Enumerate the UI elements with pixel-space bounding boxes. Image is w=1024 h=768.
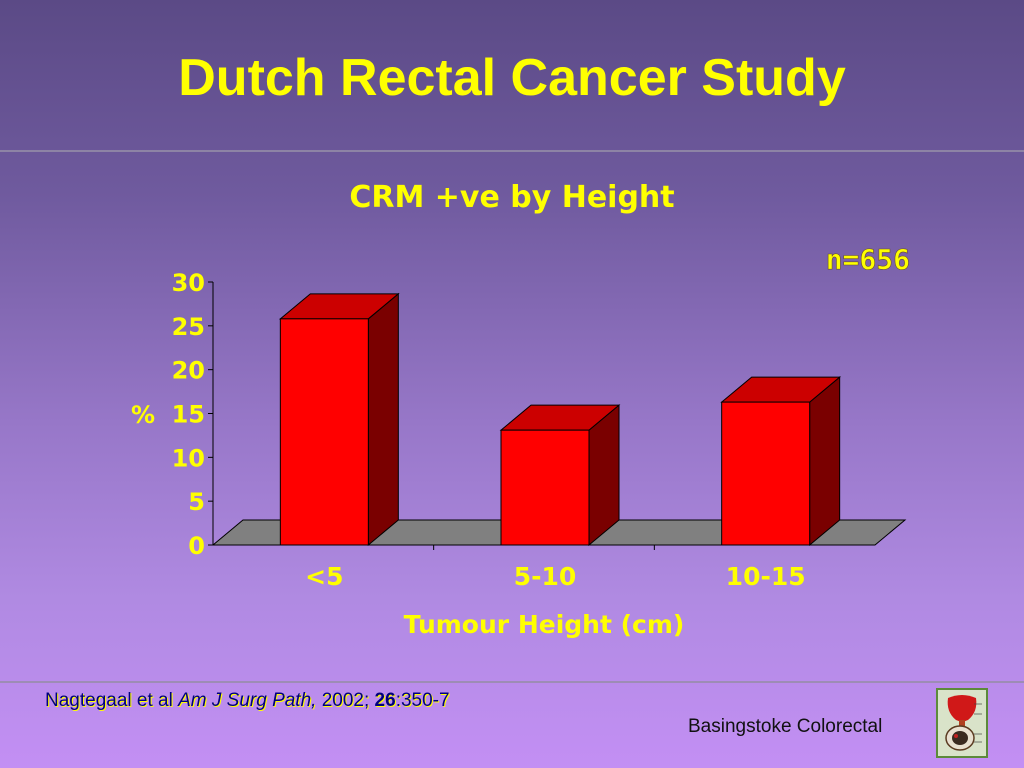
bar-front-face: [500, 429, 590, 546]
y-tick-label: 30: [172, 269, 205, 297]
y-tick-label: 20: [172, 357, 205, 385]
y-tick-label: 25: [172, 313, 205, 341]
footer-brand: Basingstoke Colorectal: [688, 716, 883, 737]
title-divider: [0, 150, 1024, 152]
bar: [278, 292, 400, 547]
x-axis-ticks: <5 5-10 10-15: [305, 562, 805, 591]
citation-journal: Am J Surg Path,: [178, 690, 317, 711]
bar: [720, 376, 842, 547]
citation-volume: 26: [374, 690, 396, 711]
y-tick-label: 5: [188, 488, 205, 516]
citation: Nagtegaal et al Am J Surg Path, 2002; 26…: [45, 690, 450, 712]
bar-side-face: [367, 292, 399, 547]
citation-pages: :350-7: [395, 690, 450, 711]
bar-front-face: [721, 401, 811, 546]
bar: [499, 404, 621, 547]
x-tick-label: <5: [305, 562, 343, 591]
y-tick-label: 15: [172, 401, 205, 429]
citation-authors: Nagtegaal et al: [45, 690, 179, 711]
sample-size-label: n=656: [826, 243, 910, 276]
bar-front-face: [279, 318, 369, 546]
footer-divider: [0, 681, 1024, 683]
y-tick-label: 0: [188, 532, 205, 560]
x-axis-label: Tumour Height (cm): [404, 610, 685, 639]
anatomy-logo-icon: [936, 688, 988, 758]
bars: [278, 292, 842, 547]
slide-title: Dutch Rectal Cancer Study: [178, 49, 846, 107]
x-tick-label: 10-15: [726, 562, 806, 591]
chart-title: CRM +ve by Height: [349, 180, 674, 215]
y-tick-label: 10: [172, 444, 205, 472]
bar-side-face: [809, 376, 841, 547]
citation-year: 2002;: [316, 690, 375, 711]
y-axis: 0 5 10 15 20 25 30: [172, 269, 875, 560]
x-tick-label: 5-10: [514, 562, 577, 591]
y-axis-label: %: [131, 401, 155, 429]
